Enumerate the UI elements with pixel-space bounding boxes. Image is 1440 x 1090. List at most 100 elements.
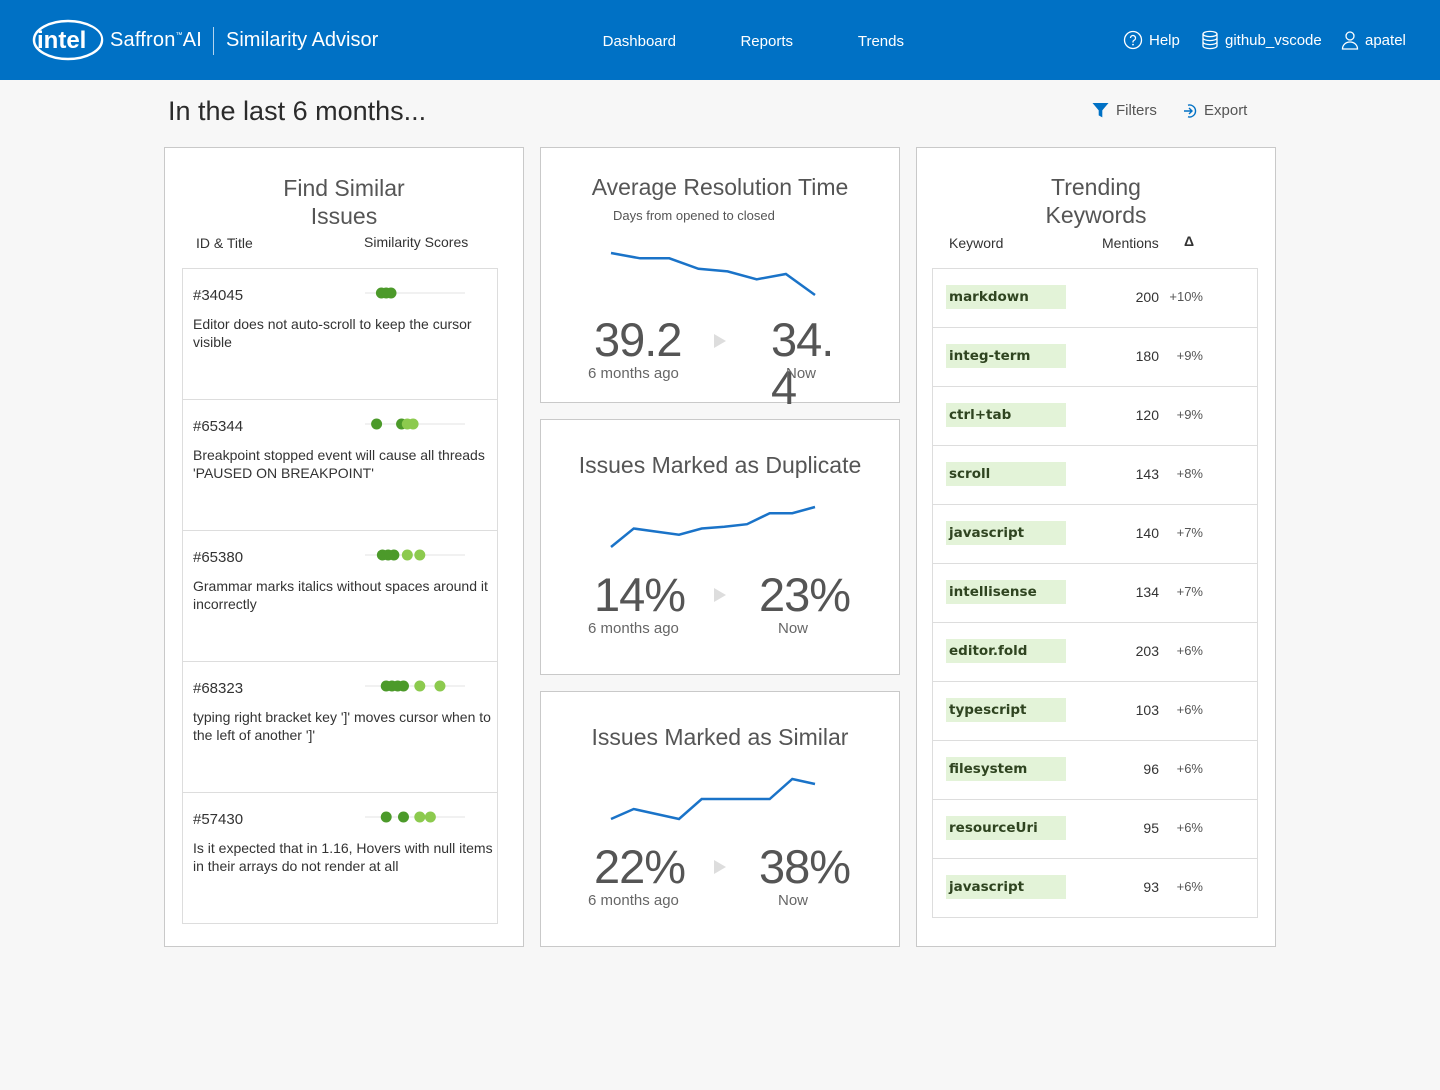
keyword-row[interactable]: javascript 140 +7% xyxy=(933,505,1257,564)
similar-issue-row[interactable]: #65380 Grammar marks italics without spac… xyxy=(183,531,497,662)
intel-logo[interactable]: intel xyxy=(32,18,106,62)
export-button[interactable]: Export xyxy=(1181,102,1247,119)
top-navigation-bar: intel Saffron™AI Similarity Advisor Dash… xyxy=(0,0,1440,80)
keyword-delta: +8% xyxy=(1176,466,1203,481)
issue-title: Is it expected that in 1.16, Hovers with… xyxy=(193,840,493,874)
keyword-row[interactable]: filesystem 96 +6% xyxy=(933,741,1257,800)
keyword-mentions: 180 xyxy=(1135,348,1159,364)
metric-title: Average Resolution Time xyxy=(591,174,849,200)
keyword-tag[interactable]: filesystem xyxy=(946,757,1066,781)
similarity-score-dot xyxy=(385,287,397,299)
keyword-tag[interactable]: ctrl+tab xyxy=(946,403,1066,427)
keyword-tag[interactable]: javascript xyxy=(946,875,1066,899)
issue-title: Editor does not auto-scroll to keep the … xyxy=(193,316,472,350)
metric-before-value: 22% xyxy=(594,840,686,893)
similar-issues-card: Issues Marked as Similar 22% 6 months ag… xyxy=(540,691,900,947)
keyword-delta: +9% xyxy=(1176,348,1203,363)
user-menu[interactable]: apatel xyxy=(1341,30,1406,50)
keyword-mentions: 103 xyxy=(1135,702,1159,718)
filters-label: Filters xyxy=(1116,102,1157,119)
issue-title: Grammar marks italics without spaces aro… xyxy=(193,578,488,612)
nav-dashboard[interactable]: Dashboard xyxy=(602,33,676,50)
keyword-row[interactable]: scroll 143 +8% xyxy=(933,446,1257,505)
similar-issue-row[interactable]: #65344 Breakpoint stopped event will caus… xyxy=(183,400,497,531)
keyword-tag[interactable]: javascript xyxy=(946,521,1066,545)
similar-issue-row[interactable]: #34045 Editor does not auto-scroll to kee… xyxy=(183,269,497,400)
similar-issue-row[interactable]: #68323 typing right bracket key ']' moves… xyxy=(183,662,497,793)
issue-id[interactable]: #57430 xyxy=(193,811,244,828)
brand-name: Saffron™AI xyxy=(110,29,203,51)
export-icon xyxy=(1184,103,1197,118)
column-header-similarity-scores: Similarity Scores xyxy=(364,234,469,250)
keyword-tag[interactable]: markdown xyxy=(946,285,1066,309)
issue-id[interactable]: #34045 xyxy=(193,287,244,304)
help-icon xyxy=(1123,30,1143,50)
keyword-mentions: 200 xyxy=(1135,289,1159,305)
filters-button[interactable]: Filters xyxy=(1092,102,1157,119)
metric-after-value: 38% xyxy=(759,840,851,893)
repository-name: github_vscode xyxy=(1225,31,1322,49)
keyword-tag[interactable]: resourceUri xyxy=(946,816,1066,840)
issue-id[interactable]: #65380 xyxy=(193,549,244,566)
keyword-row[interactable]: ctrl+tab 120 +9% xyxy=(933,387,1257,446)
nav-reports[interactable]: Reports xyxy=(740,33,793,50)
keyword-tag[interactable]: editor.fold xyxy=(946,639,1066,663)
metric-after-label: Now xyxy=(786,365,817,382)
user-name: apatel xyxy=(1365,31,1406,49)
similarity-score-dots xyxy=(365,287,465,299)
keyword-delta: +6% xyxy=(1176,702,1203,717)
keyword-row[interactable]: integ-term 180 +9% xyxy=(933,328,1257,387)
keyword-tag[interactable]: typescript xyxy=(946,698,1066,722)
trend-line xyxy=(610,251,816,297)
issue-title: typing right bracket key ']' moves curso… xyxy=(193,709,491,743)
metric-before-value: 39.2 xyxy=(594,313,682,366)
keyword-row[interactable]: intellisense 134 +7% xyxy=(933,564,1257,623)
brand-divider xyxy=(213,27,214,55)
keyword-mentions: 120 xyxy=(1135,407,1159,423)
keyword-row[interactable]: markdown 200 +10% xyxy=(933,269,1257,328)
issue-id[interactable]: #65344 xyxy=(193,418,244,435)
page-title: In the last 6 months... xyxy=(168,96,427,126)
help-link[interactable]: Help xyxy=(1123,30,1180,50)
similarity-score-dot xyxy=(434,680,446,692)
keyword-mentions: 143 xyxy=(1135,466,1159,482)
metric-before-label: 6 months ago xyxy=(588,892,679,909)
help-label: Help xyxy=(1149,31,1180,49)
find-similar-card: Find Similar Issues ID & Title Similarit… xyxy=(164,147,524,947)
similar-issue-row[interactable]: #57430 Is it expected that in 1.16, Hover… xyxy=(183,793,497,924)
repository-selector[interactable]: github_vscode xyxy=(1201,30,1322,50)
metric-after-label: Now xyxy=(778,620,809,637)
metric-title: Issues Marked as Similar xyxy=(591,724,849,750)
similar-trend-line xyxy=(610,777,816,821)
keyword-row[interactable]: typescript 103 +6% xyxy=(933,682,1257,741)
keyword-row[interactable]: javascript 93 +6% xyxy=(933,859,1257,918)
similarity-score-dots xyxy=(365,418,465,430)
metric-before-label: 6 months ago xyxy=(588,365,679,382)
metric-title: Issues Marked as Duplicate xyxy=(578,452,862,478)
similarity-score-dot xyxy=(414,811,426,823)
change-arrow-icon xyxy=(714,334,726,348)
database-icon xyxy=(1202,30,1218,50)
similarity-score-dot xyxy=(397,680,409,692)
keyword-row[interactable]: resourceUri 95 +6% xyxy=(933,800,1257,859)
keyword-row[interactable]: editor.fold 203 +6% xyxy=(933,623,1257,682)
similarity-score-dot xyxy=(388,549,400,561)
keyword-tag[interactable]: integ-term xyxy=(946,344,1066,368)
nav-trends[interactable]: Trends xyxy=(857,33,904,50)
similarity-score-dot xyxy=(401,549,413,561)
trend-line xyxy=(610,777,816,821)
column-header-id-title: ID & Title xyxy=(196,235,253,251)
keyword-delta: +7% xyxy=(1176,584,1203,599)
keyword-tag[interactable]: intellisense xyxy=(946,580,1066,604)
change-arrow-icon xyxy=(714,860,726,874)
keyword-tag[interactable]: scroll xyxy=(946,462,1066,486)
similarity-score-dots xyxy=(365,549,465,561)
issue-id[interactable]: #68323 xyxy=(193,680,244,697)
keyword-mentions: 96 xyxy=(1143,761,1159,777)
similar-issues-list: #34045 Editor does not auto-scroll to kee… xyxy=(182,268,498,924)
avg-resolution-time-card: Average Resolution Time Days from opened… xyxy=(540,147,900,412)
keyword-mentions: 93 xyxy=(1143,879,1159,895)
metric-after-label: Now xyxy=(778,892,809,909)
keyword-mentions: 203 xyxy=(1135,643,1159,659)
trending-keywords-card: Trending Keywords Keyword Mentions Δ mar… xyxy=(916,147,1276,947)
